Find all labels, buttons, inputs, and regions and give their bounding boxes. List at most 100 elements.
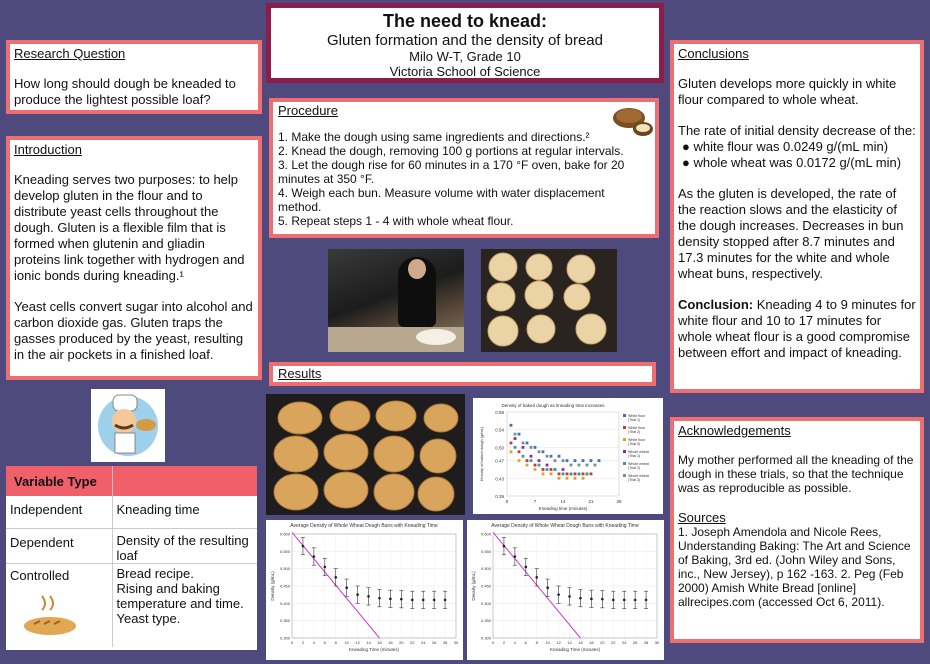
conclusions-panel: Conclusions Gluten develops more quickly… — [670, 40, 924, 393]
data-point — [585, 472, 589, 476]
data-point — [521, 441, 525, 445]
y-axis-label: Density of baked dough (g/mL) — [479, 426, 484, 481]
data-point — [345, 586, 348, 590]
conclusion-text: Kneading 4 to 9 minutes for white flour … — [678, 297, 916, 360]
legend-label: (Trial 1) — [628, 454, 640, 458]
x-tick-label: 8 — [335, 640, 338, 645]
legend-swatch — [623, 414, 626, 417]
legend-label: (Trial 1) — [628, 418, 640, 422]
whole-wheat-density-chart-2: Average Density of Whole Wheat Dough Bun… — [471, 523, 660, 652]
acknowledgements-text: My mother performed all the kneading of … — [678, 453, 914, 495]
data-point — [546, 586, 549, 590]
poster-author: Milo W-T, Grade 10 — [409, 49, 521, 64]
data-point — [545, 468, 549, 471]
data-point — [529, 454, 533, 458]
data-point — [565, 459, 569, 463]
bread-loaf-icon — [613, 108, 653, 136]
data-point — [513, 437, 517, 440]
procedure-step: 5. Repeat steps 1 - 4 with whole wheat f… — [278, 214, 514, 228]
x-tick-label: 30 — [454, 640, 459, 645]
data-point — [502, 544, 506, 548]
variable-type-cell: Independent — [10, 502, 83, 517]
data-point — [513, 445, 517, 449]
x-axis-label: Kneading time (minutes) — [539, 506, 588, 511]
acknowledgements-panel: Acknowledgements My mother performed all… — [670, 417, 924, 643]
face — [408, 259, 426, 279]
x-axis-label: Kneading Time (minutes) — [349, 647, 400, 652]
y-tick-label: 0.43 — [495, 476, 504, 481]
data-point — [533, 468, 537, 471]
y-tick-label: 0.550 — [280, 549, 291, 554]
data-point — [541, 468, 545, 471]
data-point — [521, 454, 525, 458]
legend-label: Whole wheat — [628, 450, 649, 454]
legend-label: Whole wheat — [628, 462, 649, 466]
data-point — [517, 432, 521, 436]
variable-table: Variable Type Independent Kneading time … — [6, 466, 257, 647]
sources-text: 1. Joseph Amendola and Nicole Rees, Unde… — [678, 525, 911, 609]
conclusion-statement: Conclusion: Kneading 4 to 9 minutes for … — [678, 297, 916, 361]
data-point — [545, 463, 549, 467]
y-tick-label: 0.450 — [280, 584, 291, 589]
data-point — [517, 459, 521, 463]
y-tick-label: 0.500 — [280, 566, 291, 571]
x-tick-label: 18 — [388, 640, 393, 645]
data-point — [323, 565, 327, 569]
legend-swatch — [623, 450, 626, 453]
data-point — [581, 476, 585, 480]
data-point — [410, 598, 414, 602]
conclusions-heading: Conclusions — [678, 46, 749, 61]
data-point — [590, 597, 593, 601]
data-point — [537, 450, 541, 454]
research-question-text: How long should dough be kneaded to prod… — [14, 76, 236, 107]
x-tick-label: 0 — [506, 499, 509, 504]
data-point — [561, 459, 565, 463]
legend-label: (Trial 2) — [628, 466, 640, 470]
data-point — [568, 595, 571, 598]
data-point — [597, 459, 601, 463]
legend-swatch — [623, 474, 626, 477]
y-tick-label: 0.450 — [481, 584, 492, 589]
x-axis-label: Kneading Time (minutes) — [550, 647, 601, 652]
x-tick-label: 28 — [443, 640, 448, 645]
data-point — [535, 576, 539, 579]
y-tick-label: 0.350 — [481, 618, 492, 623]
data-point — [334, 576, 338, 579]
acknowledgements-heading: Acknowledgements — [678, 423, 791, 438]
data-point — [521, 445, 525, 449]
data-point — [533, 463, 537, 467]
data-point — [545, 454, 549, 458]
x-tick-label: 18 — [589, 640, 594, 645]
x-tick-label: 4 — [514, 640, 517, 645]
procedure-heading: Procedure — [278, 103, 338, 118]
x-tick-label: 26 — [432, 640, 437, 645]
data-point — [581, 459, 585, 463]
legend-label: (Trial 3) — [628, 478, 640, 482]
results-heading: Results — [278, 366, 322, 381]
data-point — [577, 463, 581, 467]
legend-label: (Trial 3) — [628, 442, 640, 446]
chart-title: Density of baked dough as kneading time … — [501, 403, 605, 408]
x-tick-label: 22 — [410, 640, 415, 645]
y-tick-label: 0.400 — [280, 601, 291, 606]
data-point — [581, 472, 585, 476]
legend-label: White flour — [628, 414, 646, 418]
x-tick-label: 4 — [313, 640, 316, 645]
data-point — [432, 598, 436, 602]
y-tick-label: 0.300 — [280, 636, 291, 641]
data-point — [509, 441, 513, 445]
variable-table-panel: Variable Type Independent Kneading time … — [6, 466, 257, 650]
procedure-step: 3. Let the dough rise for 60 minutes in … — [278, 158, 625, 186]
data-point — [601, 597, 604, 601]
y-tick-label: 0.300 — [481, 636, 492, 641]
data-point — [529, 445, 533, 449]
y-tick-label: 0.400 — [481, 601, 492, 606]
x-tick-label: 28 — [644, 640, 649, 645]
data-point — [585, 463, 589, 467]
data-point — [525, 459, 529, 463]
x-tick-label: 26 — [633, 640, 638, 645]
data-point — [633, 598, 637, 602]
variable-value-cell: Density of the resulting loaf — [111, 528, 257, 563]
data-point — [553, 468, 557, 471]
data-point — [513, 555, 517, 558]
